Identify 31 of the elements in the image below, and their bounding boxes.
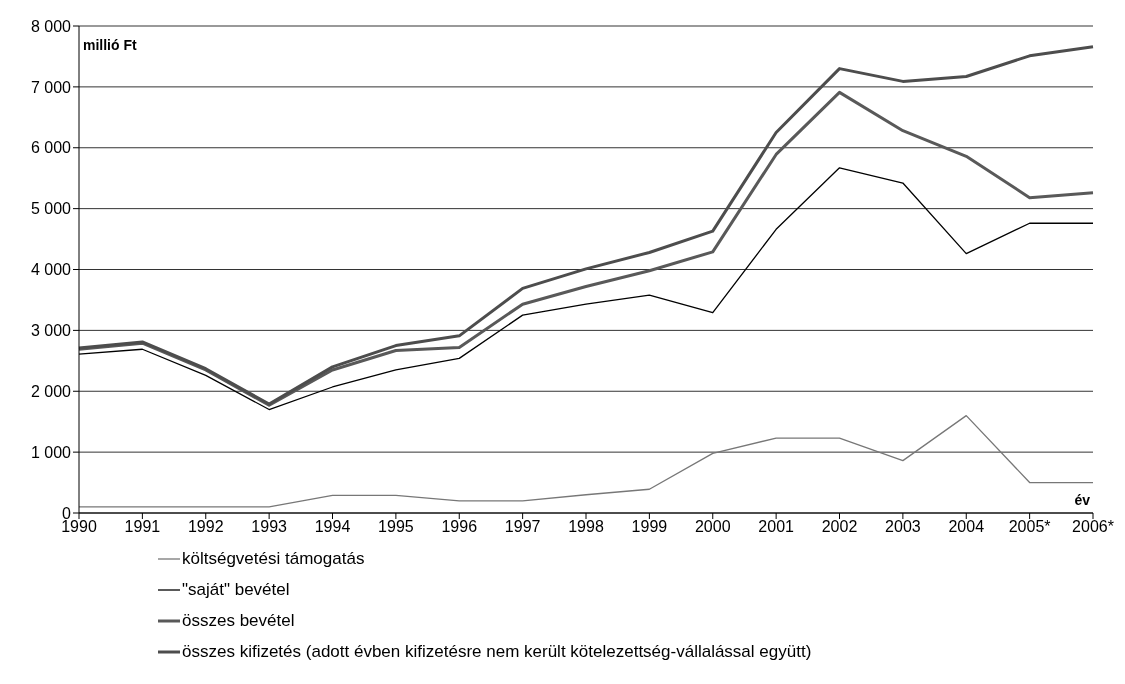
- x-tick-label: 1998: [568, 518, 604, 536]
- x-tick-label: 2003: [885, 518, 921, 536]
- x-tick-label: 2002: [821, 518, 858, 536]
- legend-label: költségvetési támogatás: [182, 548, 365, 570]
- x-tick-label: 1995: [378, 518, 414, 536]
- y-tick-label: 2 000: [30, 382, 72, 400]
- y-tick-label: 6 000: [30, 139, 72, 157]
- x-tick-label: 1992: [187, 518, 224, 536]
- y-axis-title: millió Ft: [83, 37, 137, 53]
- y-tick-label: 3 000: [30, 322, 72, 340]
- x-tick-label: 1999: [631, 518, 668, 536]
- legend-label: összes bevétel: [182, 610, 295, 632]
- legend-label: összes kifizetés (adott évben kifizetésre nem került kötelezettség-vállalással együtt): [182, 641, 812, 663]
- x-tick-label: 1991: [124, 518, 161, 536]
- x-axis-title: év: [1074, 492, 1091, 508]
- x-tick-label: 1993: [251, 518, 288, 536]
- x-tick-label: 1997: [504, 518, 541, 536]
- x-tick-label: 1996: [441, 518, 478, 536]
- x-tick-label: 1994: [314, 518, 351, 536]
- x-tick-label: 2006*: [1072, 518, 1114, 536]
- y-tick-label: 7 000: [30, 78, 72, 96]
- y-tick-label: 4 000: [30, 261, 72, 279]
- x-tick-label: 1990: [61, 518, 97, 536]
- y-tick-label: 1 000: [30, 443, 72, 461]
- x-tick-label: 2004: [948, 518, 985, 536]
- legend-label: "saját" bevétel: [182, 579, 290, 601]
- y-tick-label: 5 000: [30, 200, 72, 218]
- y-tick-label: 8 000: [30, 17, 72, 35]
- x-tick-label: 2001: [758, 518, 795, 536]
- x-tick-label: 2005*: [1008, 518, 1051, 536]
- x-tick-label: 2000: [694, 518, 731, 536]
